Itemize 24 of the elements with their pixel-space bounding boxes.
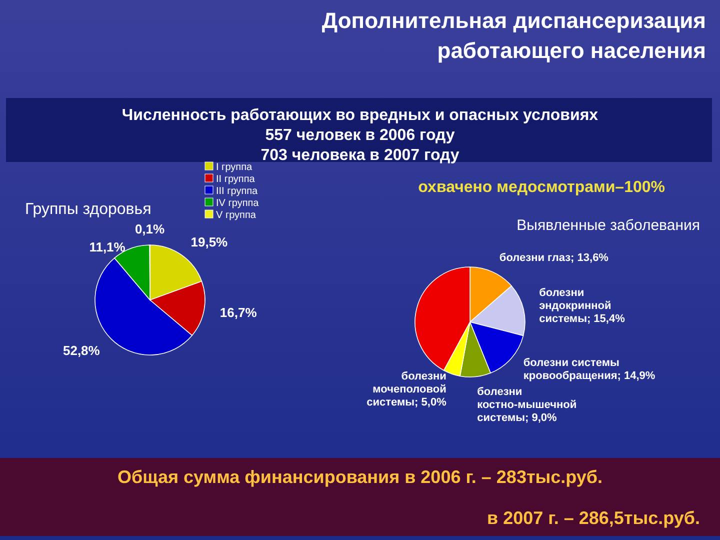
legend-label: IV группа	[216, 198, 260, 209]
legend-label: I группа	[216, 162, 252, 173]
data-label: 0,1%	[134, 222, 166, 236]
slice-label: болезни мочеполовой системы; 5,0%	[366, 370, 447, 408]
text: Дополнительная диспансеризация работающего населения	[322, 8, 706, 63]
slice-label: болезни эндокринной системы; 15,4%	[539, 287, 626, 326]
data-label: 52,8%	[63, 342, 100, 358]
data-label: 11,1%	[89, 240, 126, 254]
text: охвачено медосмотрами–100%	[418, 179, 665, 196]
data-label: 19,5%	[190, 234, 228, 250]
chart-title: Выявленные заболевания	[516, 217, 700, 234]
text: 557 человек в 2006 году	[265, 127, 455, 144]
legend-label: V группа	[216, 210, 256, 221]
slice-label: болезни глаз; 13,6%	[499, 252, 609, 264]
slice-label: болезни системы кровообращения; 14,9%	[523, 356, 656, 382]
text: Численность работающих во вредных и опасных условиях	[122, 107, 598, 124]
slice-label: болезни костно-мышечной системы; 9,0%	[477, 386, 577, 424]
data-label: 16,7%	[220, 304, 258, 320]
text: Группы здоровья	[25, 201, 152, 218]
text: Общая сумма финансирования в 2006 г. – 283тыс.руб.	[117, 467, 603, 487]
text: в 2007 г. – 286,5тыс.руб.	[487, 508, 700, 528]
text: 703 человека в 2007 году	[260, 147, 460, 164]
legend-label: III группа	[216, 186, 258, 197]
legend-label: II группа	[216, 174, 256, 185]
